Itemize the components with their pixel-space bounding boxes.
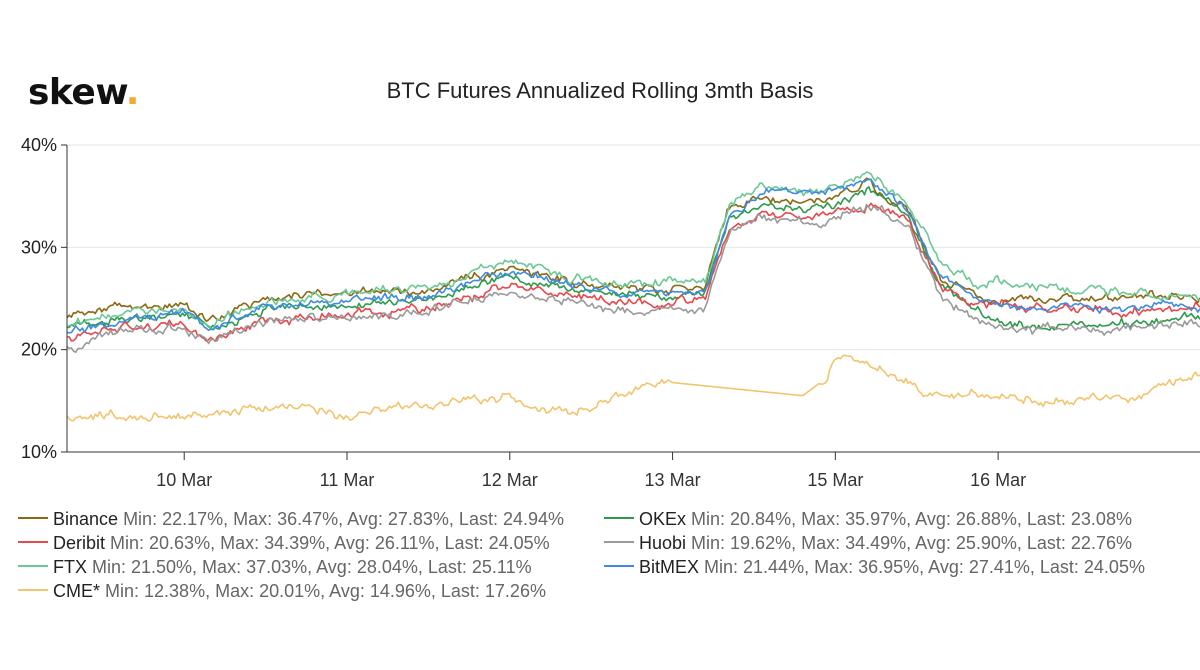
y-tick-label: 20% — [21, 340, 57, 360]
legend-swatch — [604, 541, 634, 544]
series-line-cme — [66, 354, 1200, 422]
series-line-ftx — [66, 171, 1200, 331]
legend-series-stats: Min: 20.63%, Max: 34.39%, Avg: 26.11%, L… — [105, 533, 550, 553]
legend-series-stats: Min: 12.38%, Max: 20.01%, Avg: 14.96%, L… — [100, 581, 546, 601]
legend-item-bitmex[interactable]: BitMEX Min: 21.44%, Max: 36.95%, Avg: 27… — [604, 556, 1145, 578]
legend-series-stats: Min: 21.44%, Max: 36.95%, Avg: 27.41%, L… — [699, 557, 1145, 577]
legend-series-name: Deribit — [53, 533, 106, 553]
legend-swatch — [18, 565, 48, 568]
logo-dot: . — [125, 72, 140, 113]
x-tick-label: 16 Mar — [970, 470, 1026, 490]
legend-series-stats: Min: 22.17%, Max: 36.47%, Avg: 27.83%, L… — [118, 509, 565, 529]
y-tick-label: 30% — [21, 237, 57, 257]
legend-item-ftx[interactable]: FTX Min: 21.50%, Max: 37.03%, Avg: 28.04… — [18, 556, 532, 578]
series-line-okex — [66, 186, 1200, 332]
legend-series-name: Binance — [53, 509, 119, 529]
legend-item-okex[interactable]: OKEx Min: 20.84%, Max: 35.97%, Avg: 26.8… — [604, 508, 1132, 530]
series-line-binance — [66, 177, 1200, 323]
legend-swatch — [18, 589, 48, 592]
legend-series-name: CME* — [53, 581, 101, 601]
logo-text: skew — [28, 72, 126, 113]
series-line-huobi — [66, 203, 1200, 354]
legend-series-stats: Min: 20.84%, Max: 35.97%, Avg: 26.88%, L… — [686, 509, 1132, 529]
series-lines — [66, 171, 1200, 422]
legend-item-huobi[interactable]: Huobi Min: 19.62%, Max: 34.49%, Avg: 25.… — [604, 532, 1132, 554]
legend: Binance Min: 22.17%, Max: 36.47%, Avg: 2… — [18, 508, 1200, 604]
grid — [67, 144, 1200, 453]
legend-series-name: BitMEX — [639, 557, 700, 577]
legend-swatch — [18, 517, 48, 520]
x-tick-label: 12 Mar — [482, 470, 538, 490]
x-tick-label: 11 Mar — [320, 470, 375, 490]
legend-item-cme[interactable]: CME* Min: 12.38%, Max: 20.01%, Avg: 14.9… — [18, 580, 546, 602]
legend-series-stats: Min: 21.50%, Max: 37.03%, Avg: 28.04%, L… — [87, 557, 532, 577]
skew-logo: skew. — [28, 72, 139, 113]
x-tick-label: 13 Mar — [645, 470, 701, 490]
y-tick-label: 10% — [21, 442, 57, 462]
series-line-bitmex — [66, 178, 1200, 334]
legend-item-binance[interactable]: Binance Min: 22.17%, Max: 36.47%, Avg: 2… — [18, 508, 564, 530]
chart-title: BTC Futures Annualized Rolling 3mth Basi… — [386, 78, 814, 103]
y-tick-label: 40% — [21, 135, 57, 155]
x-tick-label: 15 Mar — [807, 470, 863, 490]
legend-swatch — [604, 517, 634, 520]
legend-item-deribit[interactable]: Deribit Min: 20.63%, Max: 34.39%, Avg: 2… — [18, 532, 550, 554]
axes: 10% 20% 30% 40% 10 Mar 11 Mar 12 Mar 13 Mar 15 M… — [21, 135, 1200, 490]
legend-series-name: OKEx — [639, 509, 687, 529]
legend-series-name: Huobi — [639, 533, 687, 553]
legend-swatch — [18, 541, 48, 544]
legend-series-stats: Min: 19.62%, Max: 34.49%, Avg: 25.90%, L… — [686, 533, 1132, 553]
legend-series-name: FTX — [53, 557, 87, 577]
legend-swatch — [604, 565, 634, 568]
x-tick-label: 10 Mar — [156, 470, 212, 490]
series-line-deribit — [66, 202, 1200, 343]
